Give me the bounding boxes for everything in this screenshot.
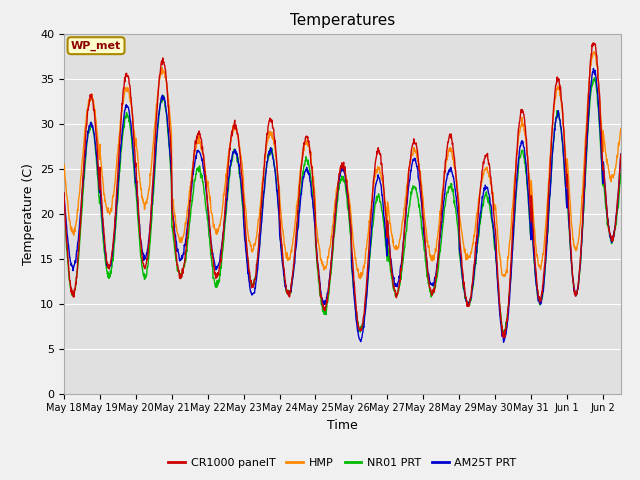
X-axis label: Time: Time	[327, 419, 358, 432]
Legend: CR1000 panelT, HMP, NR01 PRT, AM25T PRT: CR1000 panelT, HMP, NR01 PRT, AM25T PRT	[164, 453, 521, 472]
Title: Temperatures: Temperatures	[290, 13, 395, 28]
Y-axis label: Temperature (C): Temperature (C)	[22, 163, 35, 264]
Text: WP_met: WP_met	[71, 40, 121, 51]
